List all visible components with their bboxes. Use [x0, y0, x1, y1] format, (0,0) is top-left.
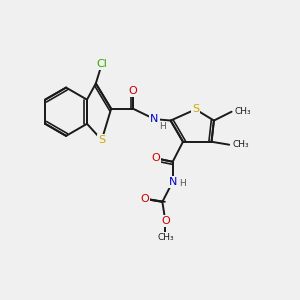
Text: N: N — [169, 177, 177, 187]
Text: S: S — [192, 104, 199, 114]
Text: O: O — [129, 85, 138, 95]
Text: N: N — [150, 114, 159, 124]
Text: CH₃: CH₃ — [232, 140, 249, 149]
Text: H: H — [159, 122, 166, 131]
Text: CH₃: CH₃ — [157, 233, 174, 242]
Text: O: O — [140, 194, 149, 204]
Text: CH₃: CH₃ — [235, 107, 251, 116]
Text: O: O — [161, 216, 170, 226]
Text: O: O — [151, 153, 160, 163]
Text: S: S — [98, 135, 105, 145]
Text: H: H — [179, 179, 186, 188]
Text: Cl: Cl — [96, 59, 107, 69]
